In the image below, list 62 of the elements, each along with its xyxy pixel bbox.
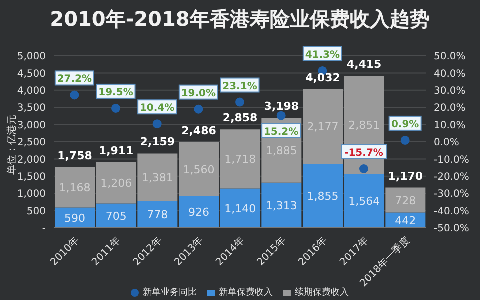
data-label: 0.9% bbox=[391, 119, 420, 130]
data-label: 23.1% bbox=[222, 81, 258, 92]
legend-label: 新单保费收入 bbox=[219, 288, 273, 298]
y2-tick-label: 20.0% bbox=[434, 103, 466, 114]
data-label: 15.2% bbox=[264, 126, 299, 138]
total-label: 3,198 bbox=[264, 100, 300, 113]
y2-tick-label: -10.0% bbox=[434, 154, 470, 166]
data-label: 705 bbox=[106, 210, 127, 223]
legend-label: 续期保费收入 bbox=[295, 288, 349, 298]
point bbox=[194, 104, 204, 114]
data-label: 1,140 bbox=[224, 202, 256, 216]
point bbox=[152, 120, 162, 129]
data-label: 1,313 bbox=[266, 199, 298, 212]
data-label: 10.4% bbox=[140, 103, 175, 114]
point bbox=[360, 164, 368, 174]
point bbox=[70, 90, 80, 100]
y-tick-label: 3,000 bbox=[17, 120, 46, 132]
y-axis-title: 单位：亿港元 bbox=[6, 115, 18, 175]
chart-title: 2010年-2018年香港寿险业保费收入趋势 bbox=[49, 6, 431, 33]
y2-tick-label: 30.0% bbox=[434, 86, 466, 97]
data-label: -15.7% bbox=[344, 148, 384, 160]
y-tick-label: 2,500 bbox=[17, 138, 46, 149]
legend-label: 新单业务同比 bbox=[143, 288, 197, 298]
y-tick-label: 2,000 bbox=[17, 154, 46, 166]
y2-tick-label: -50.0% bbox=[434, 224, 470, 235]
y2-tick-label: -40.0% bbox=[434, 206, 470, 218]
y-tick-label: 1,500 bbox=[17, 172, 46, 183]
total-label: 1,911 bbox=[98, 144, 134, 158]
point bbox=[400, 136, 410, 145]
data-label: 1,855 bbox=[307, 190, 339, 204]
point bbox=[236, 98, 244, 107]
data-label: 590 bbox=[64, 212, 86, 225]
y-tick-label: - bbox=[42, 224, 46, 235]
data-label: 19.0% bbox=[181, 88, 216, 100]
total-label: 4,415 bbox=[346, 58, 382, 72]
bar bbox=[386, 188, 426, 213]
y2-tick-label: 50.0% bbox=[434, 52, 466, 63]
y-tick-label: 5,000 bbox=[17, 52, 46, 63]
total-label: 2,159 bbox=[140, 136, 176, 149]
y2-tick-label: 0.0% bbox=[434, 138, 460, 149]
total-label: 1,170 bbox=[388, 170, 424, 183]
data-label: 442 bbox=[395, 214, 416, 228]
total-label: 4,032 bbox=[306, 71, 340, 84]
y-tick-label: 1,000 bbox=[17, 189, 46, 200]
y-tick-label: 3,500 bbox=[17, 103, 46, 114]
data-label: 41.3% bbox=[305, 50, 340, 61]
total-label: 1,758 bbox=[58, 150, 92, 163]
y-tick-label: 4,500 bbox=[17, 68, 46, 80]
data-label: 27.2% bbox=[57, 74, 92, 86]
y-tick-label: 500 bbox=[26, 206, 46, 218]
y2-tick-label: -20.0% bbox=[434, 172, 470, 183]
data-label: 1,564 bbox=[348, 195, 380, 208]
total-label: 2,858 bbox=[222, 112, 258, 125]
point bbox=[112, 104, 120, 113]
data-label: 778 bbox=[147, 208, 168, 222]
y-tick-label: 4,000 bbox=[17, 86, 46, 97]
y2-tick-label: -30.0% bbox=[434, 189, 470, 200]
data-label: 926 bbox=[188, 206, 210, 220]
data-label: 19.5% bbox=[98, 87, 134, 98]
total-label: 2,486 bbox=[182, 124, 217, 138]
y2-tick-label: 10.0% bbox=[434, 120, 466, 132]
y2-tick-label: 40.0% bbox=[434, 68, 466, 80]
